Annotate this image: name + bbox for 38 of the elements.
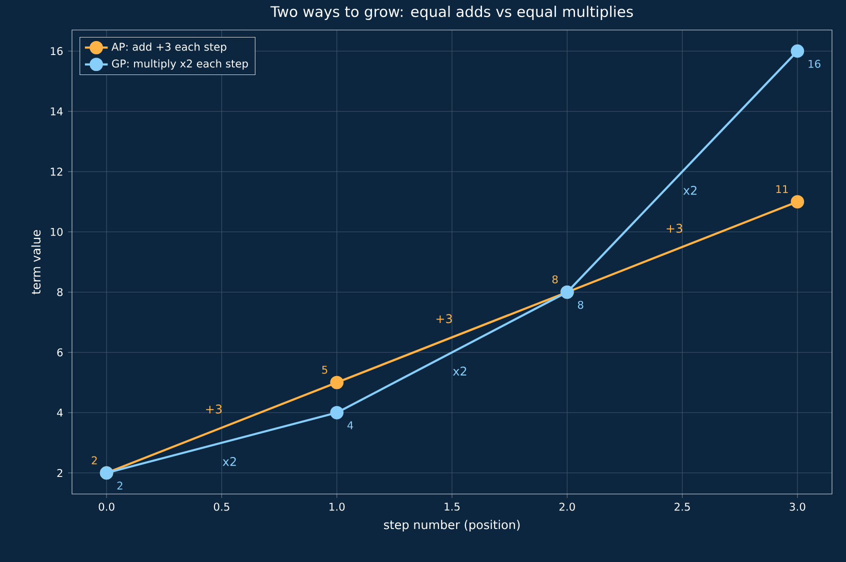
y-tick-label: 16: [50, 47, 63, 56]
annotation: +3: [436, 314, 452, 324]
x-axis-title: step number (position): [384, 520, 520, 532]
annotation: +3: [206, 404, 222, 414]
legend-label: AP: add +3 each step: [112, 42, 226, 53]
x-tick-label: 2.0: [559, 502, 575, 511]
y-axis-title: term value: [31, 230, 41, 294]
y-tick-label: 10: [50, 228, 63, 236]
x-tick-label: 2.5: [674, 502, 690, 511]
data-label: 11: [776, 185, 788, 194]
data-label: 2: [92, 456, 97, 464]
y-tick-label: 14: [50, 107, 63, 116]
data-label: 8: [578, 300, 584, 309]
x-tick-label: 1.0: [330, 502, 345, 511]
data-label: 8: [552, 275, 558, 284]
point: [330, 376, 344, 390]
x-tick-label: 1.5: [444, 502, 460, 511]
y-tick-label: 12: [50, 168, 62, 176]
annotation: x2: [452, 366, 466, 376]
y-tick-label: 6: [57, 348, 63, 356]
point: [790, 195, 804, 208]
annotation: x2: [222, 456, 236, 466]
y-tick-label: 8: [57, 288, 63, 296]
chart-title: Two ways to grow: equal adds vs equal multiplies: [270, 6, 633, 20]
data-label: 4: [347, 421, 354, 430]
x-tick-label: 0.5: [214, 502, 230, 511]
data-label: 5: [322, 366, 328, 374]
x-tick-label: 3.0: [790, 502, 806, 511]
annotation: +3: [666, 224, 682, 233]
y-tick-label: 4: [57, 408, 63, 417]
y-tick-label: 2: [57, 468, 62, 477]
legend-label: GP: multiply x2 each step: [112, 59, 248, 70]
x-tick-label: 0.0: [98, 502, 114, 511]
annotation: x2: [683, 186, 696, 195]
data-label: 2: [117, 482, 122, 490]
point: [330, 406, 344, 420]
data-label: 16: [808, 60, 820, 68]
point: [790, 44, 804, 58]
